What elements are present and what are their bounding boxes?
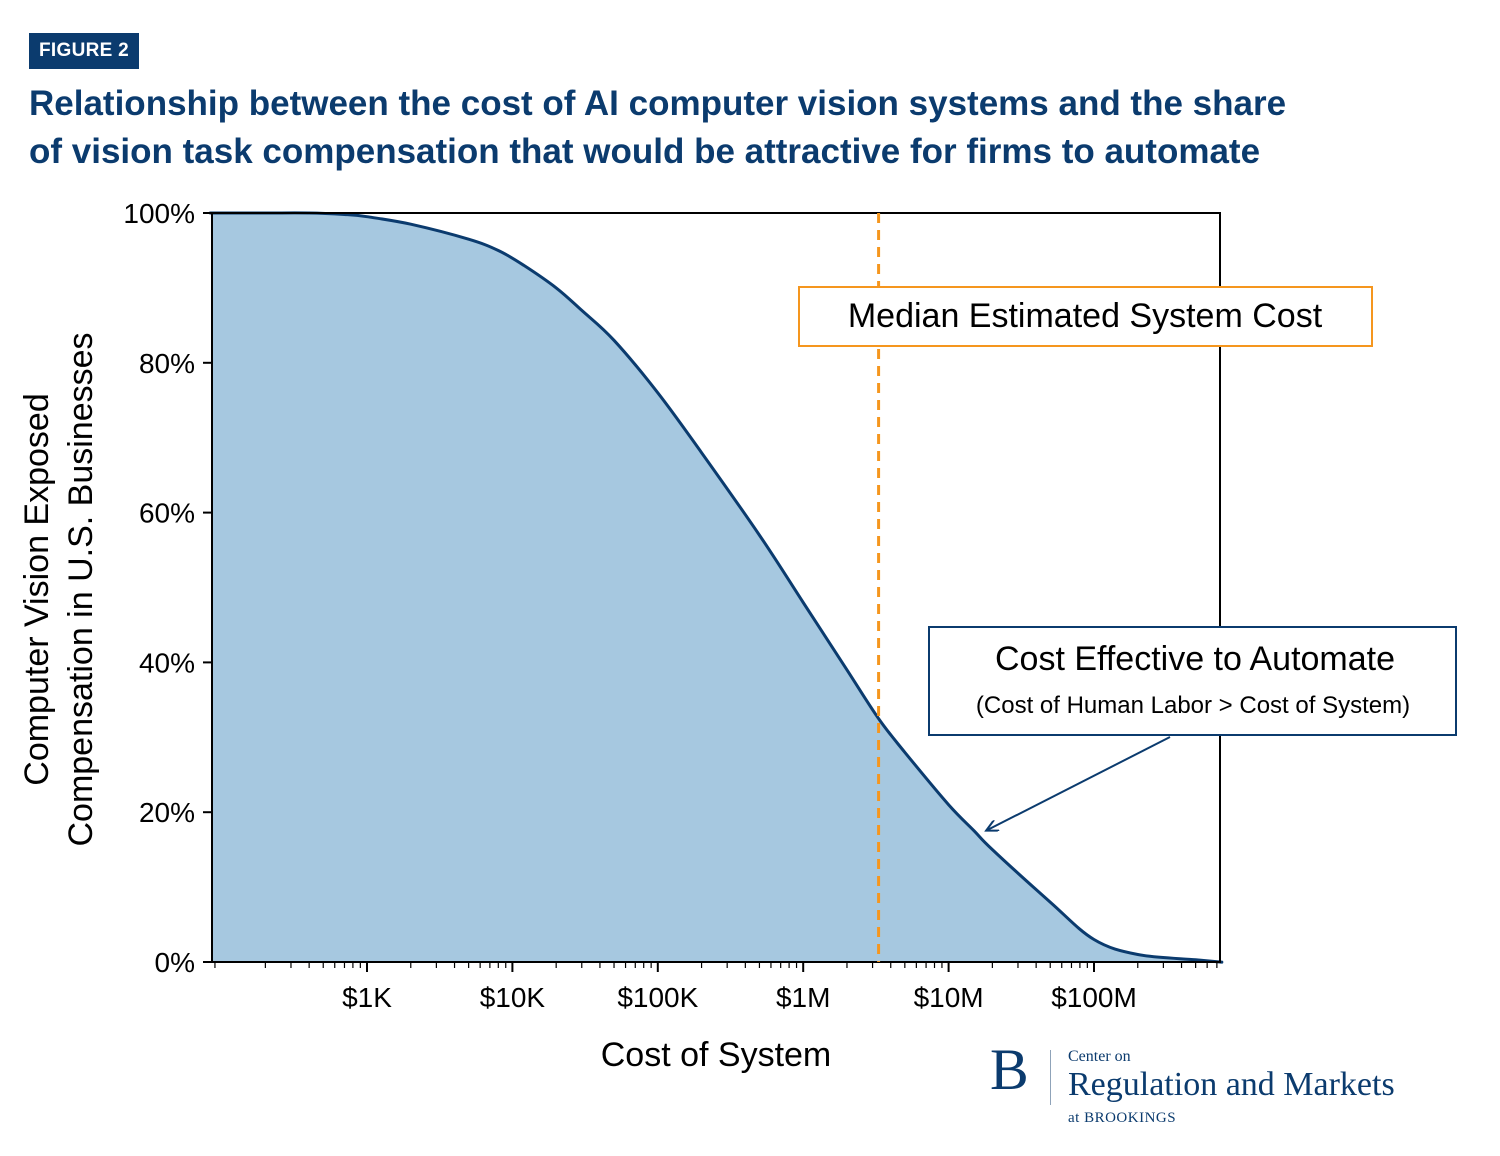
y-tick-label: 80%	[139, 348, 195, 379]
logo-main-text: Regulation and Markets	[1068, 1066, 1395, 1103]
x-tick-label: $1M	[776, 982, 830, 1013]
y-tick-label: 20%	[139, 797, 195, 828]
logo-divider	[1050, 1050, 1051, 1105]
y-tick-label: 60%	[139, 498, 195, 529]
x-axis-label: Cost of System	[601, 1036, 832, 1074]
x-tick-label: $100M	[1051, 982, 1137, 1013]
cost-effective-box	[928, 626, 1457, 736]
median-label-box	[798, 286, 1373, 347]
x-tick-label: $1K	[342, 982, 392, 1013]
series-line	[208, 211, 1224, 964]
x-tick-label: $10K	[480, 982, 546, 1013]
x-tick-label: $10M	[914, 982, 984, 1013]
y-tick-label: 40%	[139, 647, 195, 678]
y-axis-label-line-1: Computer Vision Exposed	[18, 393, 56, 785]
title-line-1: Relationship between the cost of AI comp…	[29, 84, 1287, 123]
area-fill	[210, 212, 1222, 963]
cost-effective-title: Cost Effective to Automate	[995, 640, 1395, 678]
cost-effective-subtitle: (Cost of Human Labor > Cost of System)	[976, 692, 1410, 719]
logo-sub-text: at BROOKINGS	[1068, 1110, 1177, 1126]
median-label-text: Median Estimated System Cost	[848, 297, 1323, 335]
x-tick-label: $100K	[617, 982, 698, 1013]
chart-title: Relationship between the cost of AI comp…	[29, 80, 1479, 176]
plot-frame	[211, 212, 1221, 963]
logo-small-text: Center on	[1068, 1048, 1131, 1065]
annotation-arrow	[986, 736, 1171, 831]
y-tick-label: 0%	[155, 947, 195, 978]
figure-label: FIGURE 2	[29, 33, 140, 69]
brookings-logo-letter: B	[990, 1037, 1029, 1102]
title-line-2: of vision task compensation that would b…	[29, 132, 1261, 171]
y-tick-label: 100%	[123, 198, 195, 229]
y-axis-label-line-2: Compensation in U.S. Businesses	[62, 332, 100, 846]
